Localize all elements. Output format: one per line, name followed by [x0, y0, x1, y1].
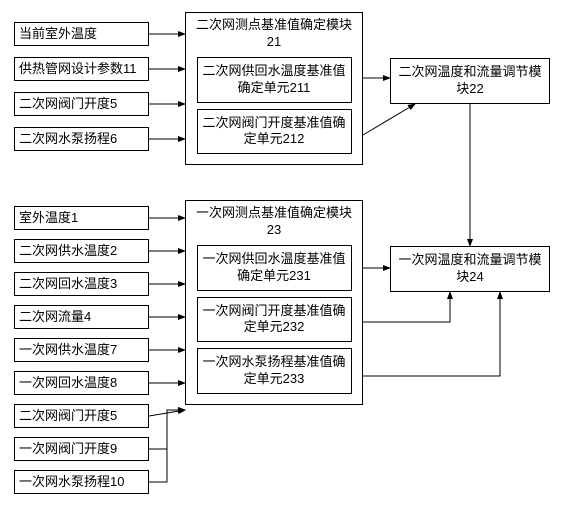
module-21: 二次网测点基准值确定模块21 二次网供回水温度基准值确定单元211 二次网阀门开…: [185, 12, 363, 165]
bottom-input-6: 二次网阀门开度5: [14, 404, 149, 428]
unit-231: 一次网供回水温度基准值确定单元231: [197, 245, 352, 291]
bottom-input-0: 室外温度1: [14, 206, 149, 230]
unit-211: 二次网供回水温度基准值确定单元211: [197, 57, 352, 103]
bottom-input-4: 一次网供水温度7: [14, 338, 149, 362]
module-23-title: 一次网测点基准值确定模块23: [192, 205, 356, 239]
module-24: 一次网温度和流量调节模块24: [390, 246, 550, 292]
top-input-0: 当前室外温度: [14, 22, 149, 46]
top-input-1: 供热管网设计参数11: [14, 57, 149, 81]
unit-232: 一次网阀门开度基准值确定单元232: [197, 297, 352, 343]
bottom-input-5: 一次网回水温度8: [14, 371, 149, 395]
module-22: 二次网温度和流量调节模块22: [390, 58, 550, 104]
bottom-input-1: 二次网供水温度2: [14, 239, 149, 263]
top-input-2: 二次网阀门开度5: [14, 92, 149, 116]
bottom-input-3: 二次网流量4: [14, 305, 149, 329]
module-23: 一次网测点基准值确定模块23 一次网供回水温度基准值确定单元231 一次网阀门开…: [185, 200, 363, 405]
unit-233: 一次网水泵扬程基准值确定单元233: [197, 348, 352, 394]
bottom-input-8: 一次网水泵扬程10: [14, 470, 149, 494]
bottom-input-7: 一次网阀门开度9: [14, 437, 149, 461]
unit-212: 二次网阀门开度基准值确定单元212: [197, 109, 352, 155]
module-21-title: 二次网测点基准值确定模块21: [192, 17, 356, 51]
top-input-3: 二次网水泵扬程6: [14, 127, 149, 151]
bottom-input-2: 二次网回水温度3: [14, 272, 149, 296]
